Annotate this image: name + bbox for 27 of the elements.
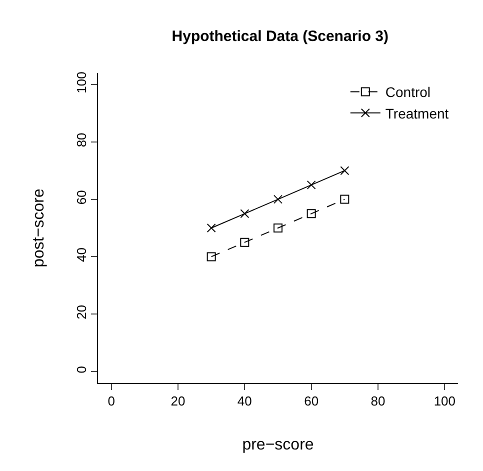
point <box>274 224 282 232</box>
x-tick-label: 40 <box>237 394 252 409</box>
x-tick-label: 20 <box>170 394 186 409</box>
point <box>306 180 316 190</box>
y-tick-label: 80 <box>74 132 89 148</box>
x-tick-label: 100 <box>434 394 456 409</box>
y-tick-label: 40 <box>74 248 89 262</box>
point <box>274 194 282 204</box>
x-axis-title: pre−score <box>242 436 314 454</box>
x-tick-label: 60 <box>304 394 319 409</box>
y-tick-label: 60 <box>74 190 89 205</box>
legend-label: Treatment <box>385 105 449 122</box>
legend-label: Control <box>385 84 431 100</box>
chart-title: Hypothetical Data (Scenario 3) <box>172 28 389 46</box>
point <box>340 194 350 204</box>
point <box>206 252 216 262</box>
x-tick-label: 0 <box>108 394 115 409</box>
point <box>240 209 250 218</box>
y-tick-label: 100 <box>74 72 89 94</box>
point <box>306 209 316 218</box>
y-axis-title: post−score <box>30 188 48 268</box>
point <box>340 166 350 176</box>
y-tick-label: 20 <box>74 304 89 320</box>
x-tick-label: 80 <box>370 394 386 409</box>
point <box>206 224 216 232</box>
y-tick-label: 0 <box>74 366 89 374</box>
point <box>240 238 250 247</box>
